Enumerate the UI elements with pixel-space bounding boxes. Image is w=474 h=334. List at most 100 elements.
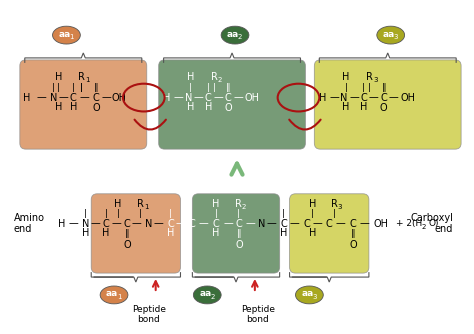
Text: 3: 3 <box>393 34 398 40</box>
Text: aa: aa <box>227 30 239 39</box>
Text: |: | <box>84 209 87 218</box>
Text: |: | <box>207 83 210 92</box>
Text: —: — <box>223 218 233 228</box>
Text: |: | <box>213 83 216 92</box>
Text: Peptide
bond: Peptide bond <box>241 305 275 324</box>
Text: H: H <box>114 199 122 209</box>
Text: OH: OH <box>111 93 127 103</box>
Text: —: — <box>193 93 203 103</box>
Text: ‖: ‖ <box>382 83 386 92</box>
Text: 3: 3 <box>374 77 378 83</box>
Text: O: O <box>349 240 357 250</box>
Text: N: N <box>82 218 89 228</box>
Text: N: N <box>145 218 153 228</box>
Text: |: | <box>105 209 108 218</box>
Text: H: H <box>205 103 212 113</box>
Text: |: | <box>333 209 336 218</box>
Text: —: — <box>132 218 142 228</box>
Text: —: — <box>111 218 121 228</box>
Text: + 2(H: + 2(H <box>396 219 422 228</box>
Text: |: | <box>215 209 218 218</box>
Text: —: — <box>290 218 300 228</box>
Text: ‖: ‖ <box>237 229 241 238</box>
FancyBboxPatch shape <box>159 60 305 149</box>
Text: C: C <box>381 93 387 103</box>
Text: H: H <box>342 103 350 113</box>
Text: C: C <box>70 93 77 103</box>
Text: Carboxyl
end: Carboxyl end <box>410 213 453 234</box>
Text: 2: 2 <box>238 34 242 40</box>
Text: C: C <box>361 93 367 103</box>
Text: —: — <box>233 93 243 103</box>
Text: —: — <box>335 218 345 228</box>
Text: |: | <box>363 83 365 92</box>
Text: H: H <box>82 228 89 238</box>
Text: H: H <box>212 228 220 238</box>
Text: C: C <box>350 218 356 228</box>
Text: —: — <box>389 93 399 103</box>
Text: N: N <box>340 93 348 103</box>
Text: C: C <box>213 218 219 228</box>
Text: |: | <box>189 83 192 92</box>
Text: O: O <box>235 240 243 250</box>
Text: 1: 1 <box>145 204 149 210</box>
Ellipse shape <box>100 286 128 304</box>
Text: C: C <box>93 93 100 103</box>
Text: Peptide
bond: Peptide bond <box>132 305 166 324</box>
FancyBboxPatch shape <box>20 60 147 149</box>
Text: 2: 2 <box>421 223 426 229</box>
Text: |: | <box>282 209 285 218</box>
Text: C: C <box>189 218 196 228</box>
FancyBboxPatch shape <box>91 194 181 273</box>
Text: C: C <box>303 218 310 228</box>
Text: 3: 3 <box>338 204 342 210</box>
Text: C: C <box>225 93 231 103</box>
Text: —: — <box>329 93 339 103</box>
Text: |: | <box>237 209 239 218</box>
Text: N: N <box>258 218 265 228</box>
Text: 1: 1 <box>117 294 121 300</box>
Text: H: H <box>163 93 170 103</box>
Text: —: — <box>173 93 183 103</box>
Text: ‖: ‖ <box>125 229 129 238</box>
Text: H: H <box>70 103 77 113</box>
Text: H: H <box>212 199 220 209</box>
Text: H: H <box>309 199 316 209</box>
FancyBboxPatch shape <box>290 194 369 273</box>
Text: ‖: ‖ <box>226 83 230 92</box>
Text: R: R <box>366 72 374 82</box>
Text: —: — <box>245 218 255 228</box>
Text: N: N <box>50 93 57 103</box>
Ellipse shape <box>193 286 221 304</box>
Text: —: — <box>91 218 100 228</box>
Text: |: | <box>169 209 172 218</box>
Text: —: — <box>59 93 68 103</box>
Text: —: — <box>213 93 223 103</box>
Text: |: | <box>311 209 314 218</box>
Text: |: | <box>80 83 83 92</box>
Text: C: C <box>124 218 130 228</box>
Text: —: — <box>37 93 46 103</box>
Text: C: C <box>280 218 287 228</box>
FancyBboxPatch shape <box>192 194 280 273</box>
Text: O): O) <box>428 219 439 228</box>
Text: C: C <box>236 218 242 228</box>
Text: H: H <box>167 228 174 238</box>
Text: |: | <box>72 83 75 92</box>
Text: O: O <box>123 240 131 250</box>
Text: |: | <box>57 83 60 92</box>
Text: R: R <box>137 199 144 209</box>
Text: |: | <box>368 83 371 92</box>
Text: O: O <box>224 104 232 114</box>
Text: Amino
end: Amino end <box>14 213 45 234</box>
Text: H: H <box>319 93 326 103</box>
FancyBboxPatch shape <box>314 60 461 149</box>
Text: H: H <box>360 103 368 113</box>
Text: ‖: ‖ <box>94 83 99 92</box>
Text: C: C <box>205 93 211 103</box>
Text: —: — <box>80 93 89 103</box>
Text: —: — <box>312 218 322 228</box>
Ellipse shape <box>221 26 249 44</box>
Text: C: C <box>103 218 109 228</box>
Text: C: C <box>326 218 333 228</box>
